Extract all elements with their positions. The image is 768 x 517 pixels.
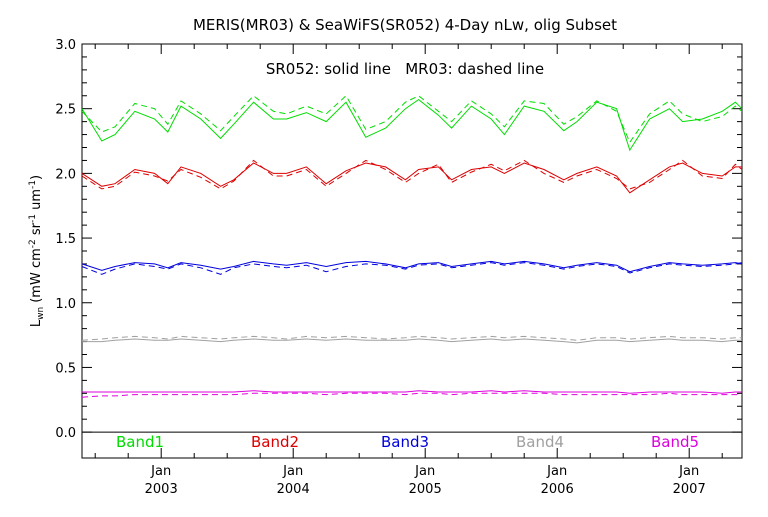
x-tick-month-label: Jan	[678, 464, 699, 479]
y-axis-label-end: um	[29, 189, 44, 214]
line-style-annotation: SR052: solid line MR03: dashed line	[266, 60, 544, 78]
legend: Band1 Band2 Band3 Band4 Band5	[116, 433, 699, 451]
y-tick-label: 3.0	[55, 38, 76, 53]
series-line-band3-sr052	[81, 260, 743, 273]
y-tick-label: 1.0	[55, 297, 76, 312]
y-axis-label-exp3: -1	[28, 180, 38, 189]
x-tick-month-label: Jan	[150, 464, 171, 479]
y-tick-label: 2.0	[55, 167, 76, 182]
x-tick-year-label: 2007	[673, 482, 706, 497]
y-tick-label: 0.0	[55, 426, 76, 441]
y-tick-label: 0.5	[55, 361, 76, 376]
legend-band1: Band1	[116, 433, 164, 451]
y-axis-label-exp1: -2	[28, 239, 38, 248]
x-tick-year-label: 2004	[277, 482, 310, 497]
x-tick-month-label: Jan	[282, 464, 303, 479]
series-line-band1-mr03	[81, 95, 743, 144]
legend-band5: Band5	[651, 433, 699, 451]
series-line-band1-sr052	[81, 98, 743, 152]
series-lines	[81, 95, 743, 398]
y-tick-label: 1.5	[55, 232, 76, 247]
y-tick-label: 2.5	[55, 103, 76, 118]
y-axis-label: Lwn(mW cm-2 sr-1 um-1)	[28, 175, 46, 327]
series-line-band4-mr03	[81, 335, 742, 341]
x-tick-year-label: 2006	[541, 482, 574, 497]
x-tick-month-label: Jan	[414, 464, 435, 479]
y-axis-label-close: )	[29, 175, 44, 180]
series-line-band3-mr03	[81, 262, 743, 275]
series-line-band4-sr052	[82, 338, 742, 344]
series-line-band5-mr03	[81, 392, 742, 398]
y-axis-label-mid: sr	[29, 222, 44, 239]
y-axis-label-main: L	[29, 319, 44, 327]
x-tick-year-label: 2003	[145, 482, 178, 497]
y-axis-label-sub: wn	[36, 307, 46, 320]
x-tick-month-label: Jan	[546, 464, 567, 479]
y-axis-label-units: (mW cm	[29, 248, 44, 303]
series-line-band2-sr052	[81, 162, 742, 194]
chart-title: MERIS(MR03) & SeaWiFS(SR052) 4-Day nLw, …	[193, 16, 617, 34]
legend-band2: Band2	[251, 433, 299, 451]
axes: 0.0 0.5 1.0 1.5 2.0 2.5 3.0 Jan 2003 Jan 2004 Jan 20…	[55, 38, 742, 497]
y-axis-label-exp2: -1	[28, 214, 38, 223]
legend-band4: Band4	[516, 433, 564, 451]
legend-band3: Band3	[381, 433, 429, 451]
series-line-band5-sr052	[82, 390, 742, 394]
x-tick-year-label: 2005	[409, 482, 442, 497]
